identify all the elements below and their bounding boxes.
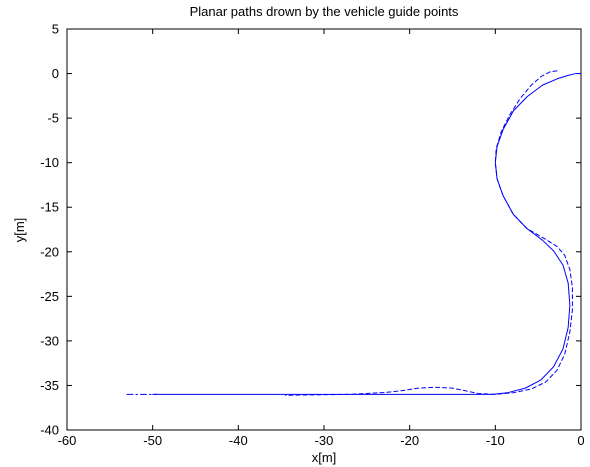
y-tick-label: -25 <box>40 289 59 304</box>
y-tick-label: 5 <box>52 22 59 37</box>
y-tick-label: -35 <box>40 378 59 393</box>
x-tick-label: -50 <box>143 433 162 448</box>
y-axis-label: y[m] <box>12 218 27 243</box>
x-tick-label: 0 <box>577 433 584 448</box>
y-tick-label: 0 <box>52 66 59 81</box>
x-axis-ticks: -60 -50 -40 -30 -20 -10 0 <box>58 29 585 448</box>
y-tick-label: -20 <box>40 244 59 259</box>
y-tick-label: -15 <box>40 200 59 215</box>
series-line-dashed <box>284 70 573 396</box>
x-tick-label: -10 <box>486 433 505 448</box>
axes-box <box>66 28 582 431</box>
y-tick-label: -10 <box>40 155 59 170</box>
y-tick-label: -30 <box>40 333 59 348</box>
x-axis-label: x[m] <box>312 450 337 465</box>
chart-title: Planar paths drown by the vehicle guide … <box>190 4 459 19</box>
x-tick-label: -40 <box>229 433 248 448</box>
y-axis-ticks: 5 0 -5 -10 -15 -20 -25 -30 -35 -40 <box>40 22 581 438</box>
x-tick-label: -20 <box>400 433 419 448</box>
y-tick-label: -40 <box>40 423 59 438</box>
x-tick-label: -30 <box>315 433 334 448</box>
y-tick-label: -5 <box>47 111 59 126</box>
x-tick-label: -60 <box>58 433 77 448</box>
series-layer <box>126 70 582 396</box>
